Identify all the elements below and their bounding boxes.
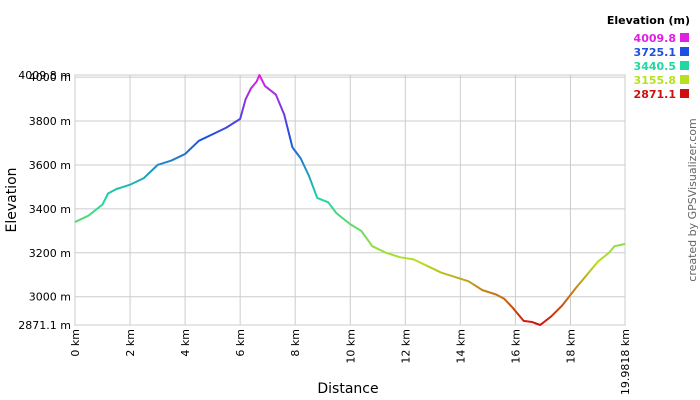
y-tick-label: 3400 m [29,203,71,216]
x-tick-label: 14 km [454,329,467,364]
y-tick-label: 4009.8 m [18,69,71,82]
y-tick-label: 3000 m [29,291,71,304]
legend-swatch [680,47,689,56]
x-tick-label: 10 km [344,329,357,364]
legend-swatch [680,33,689,42]
legend-label: 4009.8 [634,32,676,45]
legend-swatch [680,75,689,84]
x-tick-label: 6 km [234,329,247,357]
y-tick-label: 4000 m [29,71,71,84]
legend-swatch [680,89,689,98]
legend-swatch [680,61,689,70]
x-tick-label: 19.9818 km [619,329,632,395]
x-tick-label: 4 km [179,329,192,357]
legend-label: 3725.1 [634,46,676,59]
legend-label: 2871.1 [634,88,676,101]
x-tick-label: 8 km [289,329,302,357]
y-axis-title: Elevation [4,167,20,232]
elevation-line [74,74,626,326]
x-tick-label: 2 km [124,329,137,357]
y-tick-label: 2871.1 m [18,319,71,332]
y-tick-label: 3200 m [29,247,71,260]
x-axis-title: Distance [317,381,378,397]
y-tick-label: 3600 m [29,159,71,172]
x-tick-label: 12 km [399,329,412,364]
x-tick-label: 0 km [69,329,82,357]
legend-title: Elevation (m) [607,14,690,27]
credit: created by GPSVisualizer.com [686,118,699,281]
legend-label: 3440.5 [634,60,676,73]
x-tick-label: 16 km [509,329,522,364]
x-tick-label: 18 km [564,329,577,364]
legend-label: 3155.8 [634,74,676,87]
y-tick-label: 3800 m [29,115,71,128]
